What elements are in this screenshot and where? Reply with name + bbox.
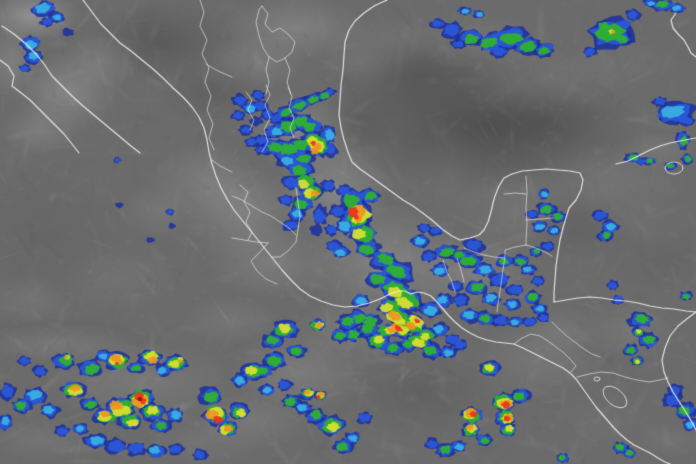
satellite-canvas bbox=[0, 0, 696, 464]
weather-satellite-map bbox=[0, 0, 696, 464]
